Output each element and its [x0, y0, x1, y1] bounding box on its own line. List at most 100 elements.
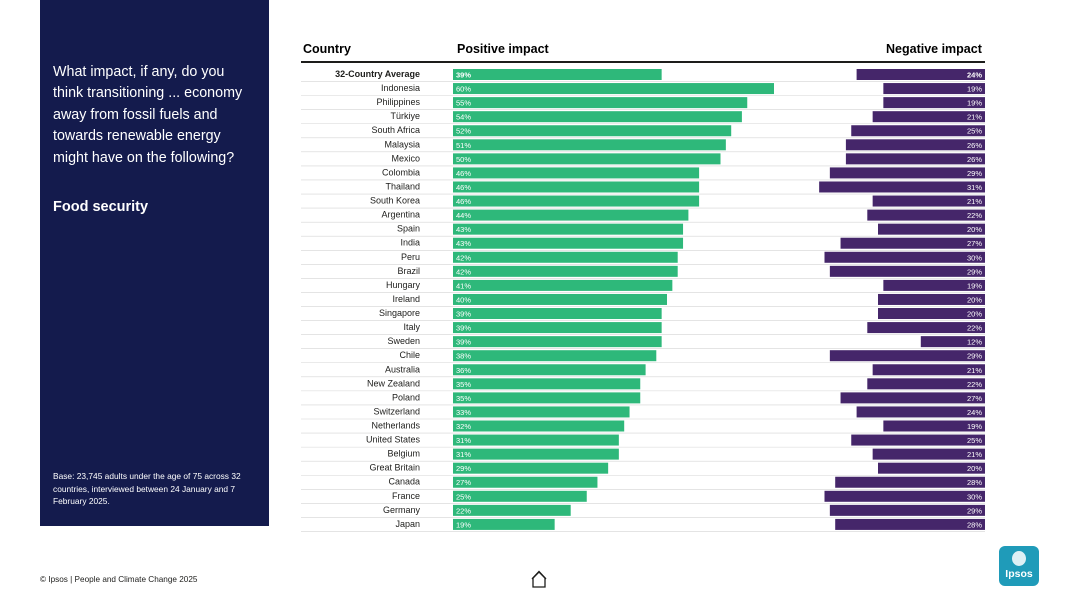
negative-bar [867, 378, 985, 390]
negative-value-label: 25% [967, 127, 982, 136]
positive-bar [453, 125, 732, 137]
negative-value-label: 31% [967, 183, 982, 192]
negative-bar [829, 265, 985, 277]
country-label: Indonesia [381, 83, 420, 93]
ipsos-logo: Ipsos [999, 546, 1039, 586]
positive-bar [453, 223, 684, 235]
negative-bar [856, 406, 985, 418]
positive-value-label: 54% [456, 113, 471, 122]
negative-bar [878, 308, 985, 320]
negative-value-label: 12% [967, 338, 982, 347]
positive-bar [453, 518, 555, 530]
negative-bar [851, 434, 985, 446]
positive-value-label: 35% [456, 380, 471, 389]
negative-column-header: Negative impact [886, 42, 982, 56]
positive-bar [453, 279, 673, 291]
negative-value-label: 20% [967, 310, 982, 319]
country-label: Philippines [376, 97, 420, 107]
positive-value-label: 60% [456, 85, 471, 94]
positive-bar [453, 265, 678, 277]
country-label: Poland [392, 392, 420, 402]
positive-bar [453, 462, 609, 474]
country-label: Chile [399, 350, 420, 360]
negative-bar [835, 518, 985, 530]
negative-value-label: 20% [967, 295, 982, 304]
positive-value-label: 46% [456, 197, 471, 206]
country-label: Hungary [386, 280, 421, 290]
positive-value-label: 33% [456, 408, 471, 417]
positive-bar [453, 392, 641, 404]
positive-value-label: 31% [456, 436, 471, 445]
positive-value-label: 50% [456, 155, 471, 164]
country-label: South Africa [371, 125, 420, 135]
positive-value-label: 42% [456, 253, 471, 262]
positive-value-label: 43% [456, 225, 471, 234]
country-label: Singapore [379, 308, 420, 318]
positive-value-label: 46% [456, 183, 471, 192]
logo-mark-icon [1012, 551, 1026, 566]
positive-bar [453, 364, 646, 376]
question-text: What impact, if any, do you think transi… [53, 64, 243, 166]
positive-value-label: 39% [456, 71, 471, 80]
negative-value-label: 28% [967, 478, 982, 487]
positive-value-label: 22% [456, 506, 471, 515]
positive-bar [453, 350, 657, 362]
positive-bar [453, 476, 598, 488]
negative-bar [824, 490, 985, 502]
header-divider [301, 61, 985, 63]
positive-bar [453, 69, 662, 80]
negative-value-label: 20% [967, 225, 982, 234]
positive-value-label: 52% [456, 127, 471, 136]
positive-value-label: 41% [456, 281, 471, 290]
country-label: Mexico [391, 153, 420, 163]
negative-bar [829, 350, 985, 362]
negative-value-label: 30% [967, 253, 982, 262]
footer-copyright: © Ipsos | People and Climate Change 2025 [40, 575, 198, 584]
positive-value-label: 36% [456, 366, 471, 375]
negative-value-label: 24% [967, 71, 982, 80]
negative-bar [883, 97, 985, 109]
negative-bar [829, 167, 985, 179]
negative-value-label: 22% [967, 211, 982, 220]
negative-value-label: 26% [967, 141, 982, 150]
country-label: Canada [388, 477, 420, 487]
country-label: Australia [385, 364, 420, 374]
positive-value-label: 19% [456, 520, 471, 529]
negative-bar [829, 504, 985, 516]
negative-value-label: 24% [967, 408, 982, 417]
negative-value-label: 28% [967, 520, 982, 529]
negative-value-label: 27% [967, 239, 982, 248]
country-label: Netherlands [371, 421, 420, 431]
positive-value-label: 51% [456, 141, 471, 150]
positive-bar [453, 209, 689, 221]
base-note: Base: 23,745 adults under the age of 75 … [53, 471, 241, 507]
negative-value-label: 30% [967, 492, 982, 501]
positive-bar [453, 181, 700, 193]
positive-bar [453, 406, 630, 418]
positive-bar [453, 336, 662, 348]
positive-bar [453, 322, 662, 334]
question-panel: What impact, if any, do you think transi… [40, 0, 269, 526]
negative-bar [835, 476, 985, 488]
positive-bar [453, 83, 774, 95]
country-label: Germany [383, 505, 421, 515]
negative-value-label: 21% [967, 197, 982, 206]
negative-value-label: 19% [967, 422, 982, 431]
country-label: Ireland [392, 294, 420, 304]
positive-bar [453, 504, 571, 516]
negative-value-label: 20% [967, 464, 982, 473]
positive-bar [453, 448, 619, 460]
negative-bar [878, 462, 985, 474]
negative-value-label: 21% [967, 113, 982, 122]
country-label: Brazil [397, 266, 420, 276]
positive-bar [453, 111, 742, 123]
positive-bar [453, 153, 721, 165]
negative-value-label: 29% [967, 169, 982, 178]
logo-text: Ipsos [1005, 568, 1033, 580]
home-icon[interactable] [531, 570, 547, 588]
country-label: Türkiye [390, 111, 420, 121]
negative-bar [872, 448, 985, 460]
negative-bar [872, 111, 985, 123]
country-label: Great Britain [369, 463, 420, 473]
